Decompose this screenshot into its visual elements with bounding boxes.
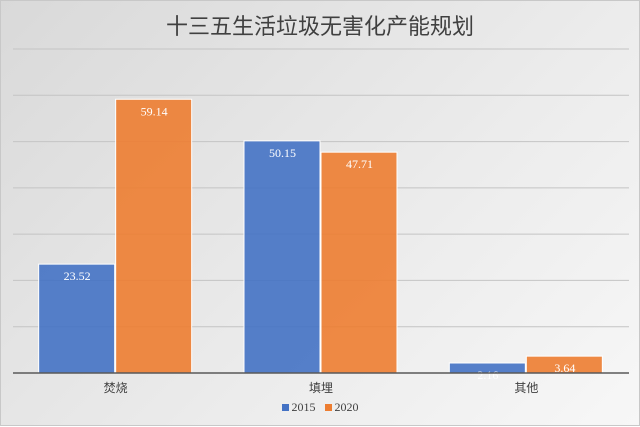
legend-label-2020: 2020: [334, 400, 359, 414]
chart-title: 十三五生活垃圾无害化产能规划: [165, 15, 474, 40]
legend-swatch-2020: [324, 404, 332, 411]
legend: 2015 2020: [1, 400, 639, 415]
x-tick-label: 焚烧: [104, 381, 128, 395]
bar-2015-填埋: [243, 140, 321, 374]
x-tick-label: 其他: [514, 381, 538, 395]
x-tick-label: 填埋: [309, 381, 333, 395]
legend-item-2015: 2015: [281, 400, 316, 415]
legend-swatch-2015: [281, 404, 289, 411]
legend-item-2020: 2020: [324, 400, 359, 415]
data-label: 2.16: [477, 368, 498, 382]
data-label: 50.15: [269, 146, 296, 160]
bar-2020-焚烧: [115, 98, 193, 374]
data-label: 3.64: [554, 361, 575, 375]
legend-label-2015: 2015: [291, 400, 316, 414]
bar-2015-焚烧: [38, 263, 116, 374]
data-label: 59.14: [141, 104, 168, 118]
bar-2020-填埋: [320, 151, 398, 374]
data-label: 47.71: [346, 157, 373, 171]
data-label: 23.52: [64, 269, 91, 283]
